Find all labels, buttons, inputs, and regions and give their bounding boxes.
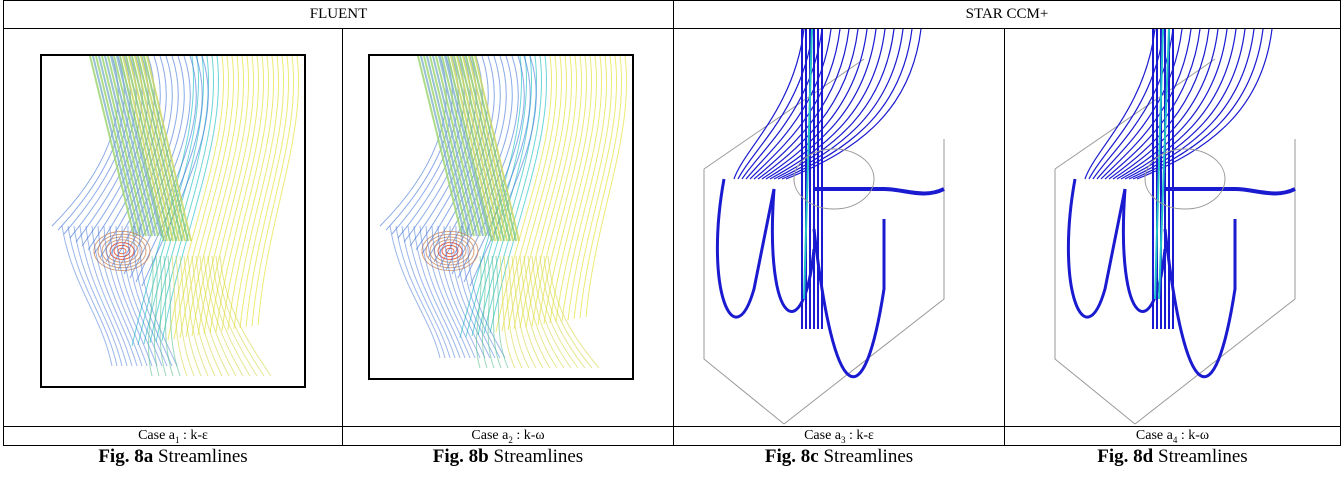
fig-caption-8d: Fig. 8d Streamlines: [1097, 446, 1248, 467]
streamline-image-8b: [379, 56, 628, 369]
header-fluent: FLUENT: [3, 0, 674, 29]
image-frame-8b: [368, 54, 634, 380]
panel-8b: [342, 28, 674, 427]
fig-caption-8a: Fig. 8a Streamlines: [98, 446, 248, 467]
fig-caption-8b: Fig. 8b Streamlines: [432, 446, 584, 467]
header-starccm: STAR CCM+: [672, 0, 1341, 29]
streamline-image-8c: [703, 29, 945, 425]
case-label-a3: Case a3 : k-ε: [673, 426, 1005, 446]
panel-8a: [3, 28, 343, 427]
streamline-image-8d: [1054, 29, 1296, 425]
figure-table: FLUENT STAR CCM+ Case a1 : k-ε Case a2 :…: [3, 0, 1341, 468]
case-label-a1: Case a1 : k-ε: [3, 426, 343, 446]
streamline-image-8a: [51, 56, 300, 377]
fig-caption-8c: Fig. 8c Streamlines: [764, 446, 914, 467]
panel-8c: [673, 28, 1005, 427]
case-label-a2: Case a2 : k-ω: [342, 426, 674, 446]
panel-8d: [1003, 28, 1341, 427]
case-label-a4: Case a4 : k-ω: [1003, 426, 1341, 446]
image-frame-8a: [40, 54, 306, 388]
